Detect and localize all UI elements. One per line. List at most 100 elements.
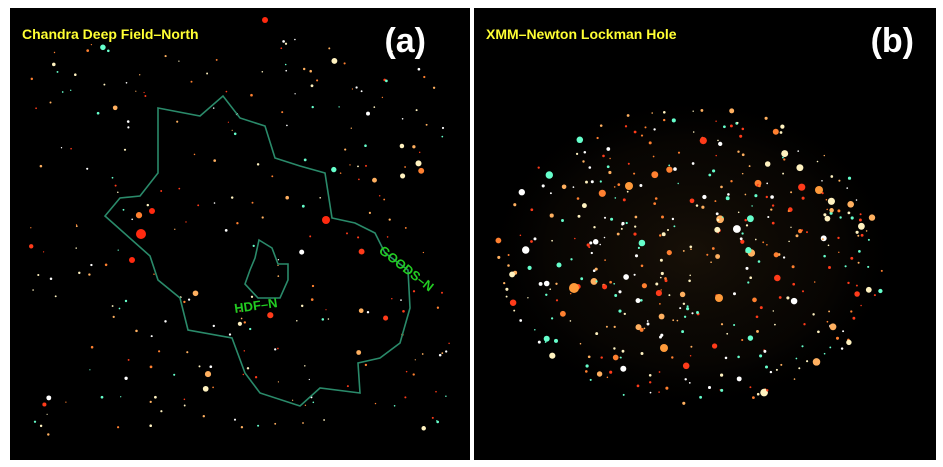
xray-source [572,186,575,188]
xray-source [823,254,826,258]
xray-source [150,335,153,338]
xray-source [441,126,445,130]
xray-source [227,121,229,123]
xray-source [695,204,699,207]
xray-source [445,350,448,353]
xray-source [701,205,705,209]
xray-source [634,215,638,219]
xray-source [820,235,827,242]
xray-source [505,295,508,298]
xray-source [829,346,832,349]
xray-source [561,219,564,222]
xray-source [747,281,750,284]
xray-source [663,118,666,122]
xray-sources-a [29,17,450,436]
xray-source [593,226,596,229]
xray-source [32,289,34,291]
xray-source [648,141,652,145]
xray-source [146,203,150,207]
xray-source [100,44,106,51]
xray-source [505,287,509,291]
xray-source [277,264,279,267]
xray-source [857,234,860,237]
xray-source [599,124,603,127]
xray-source [765,195,768,199]
xray-source [842,330,845,333]
xray-source [555,299,559,302]
xray-source [346,385,349,388]
xray-source [588,166,592,169]
xray-source [634,254,639,258]
xray-source [686,305,689,308]
xray-source [549,213,554,218]
xray-source [400,299,402,301]
xray-source [88,273,91,276]
xray-source [681,330,685,334]
xray-source [286,124,288,127]
xray-source [852,316,856,320]
goods-n-label: GOODS–N [376,243,436,295]
xray-source [124,299,128,303]
xray-source [507,264,510,267]
xray-source [291,399,294,401]
xray-source [301,204,305,208]
xray-source [772,310,775,312]
xray-source [285,195,289,200]
xray-source [346,232,348,235]
xray-source [117,191,119,194]
xray-source [513,203,517,207]
xray-source [47,433,50,436]
hdf-n-outline [244,238,289,299]
xray-source [312,401,315,404]
xray-source [729,124,733,128]
xray-source [404,166,406,168]
xray-source [561,184,567,190]
xray-source [107,49,110,53]
xray-source [331,166,337,173]
xray-source [867,265,870,268]
xray-source [246,367,250,370]
field-background-glow [482,93,902,413]
xray-source [299,249,305,255]
xray-source [829,323,837,331]
xray-source [641,283,647,289]
xray-source [590,251,593,255]
xray-source [112,315,115,319]
xray-source [495,237,502,244]
xray-source [559,310,566,317]
xray-source [806,360,809,363]
xray-source [183,404,186,407]
xray-source [120,396,122,398]
xray-source [653,202,657,205]
xray-source [197,204,200,207]
xray-source [589,378,592,381]
xray-source [311,284,315,288]
xray-source [729,108,735,114]
xray-source [86,167,89,170]
xray-source [96,111,100,115]
xray-source [368,211,371,214]
xray-source [783,158,786,161]
xray-source [737,150,740,153]
xray-source [417,67,421,71]
xray-source [835,336,840,340]
xray-source [61,91,64,93]
xray-source [78,271,81,275]
xray-source [827,244,830,247]
xray-source [612,354,619,361]
xray-source [654,197,658,200]
xray-source [679,291,686,298]
xray-source [327,318,330,320]
xray-source [527,297,529,299]
xray-source [633,232,637,236]
xray-source [778,296,782,299]
panel-letter: (b) [870,22,914,60]
xray-source [771,221,775,225]
xray-source [212,386,214,389]
xray-source [860,233,864,237]
xray-source [666,250,672,256]
xray-source [858,222,865,230]
xray-source [236,222,239,225]
xray-source [659,258,663,262]
xray-source [733,292,736,296]
